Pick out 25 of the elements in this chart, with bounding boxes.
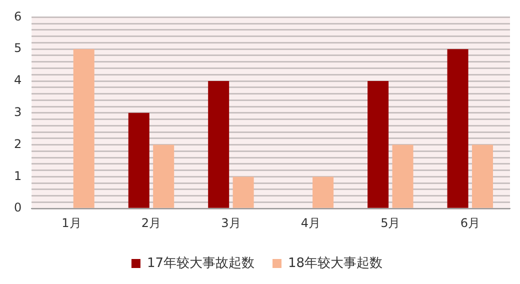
bar (472, 144, 493, 208)
x-tick-label: 4月 (300, 216, 320, 230)
x-tick-label: 5月 (380, 216, 400, 230)
y-tick-label: 6 (14, 9, 22, 24)
x-tick-label: 2月 (141, 216, 162, 230)
y-tick-label: 0 (14, 200, 22, 215)
bar (392, 144, 414, 208)
bar (312, 176, 334, 208)
bar (232, 176, 254, 208)
y-tick-label: 2 (14, 136, 22, 151)
bar (153, 144, 174, 208)
bar (447, 49, 468, 208)
bar (128, 112, 150, 208)
y-tick-label: 4 (14, 73, 22, 88)
bar (73, 49, 94, 208)
bar (368, 81, 389, 208)
legend-label: 18年较大事起数 (288, 256, 383, 271)
x-tick-label: 1月 (62, 216, 82, 230)
bar (208, 81, 230, 208)
legend-label: 17年较大事故起数 (146, 256, 255, 271)
y-tick-label: 3 (14, 105, 22, 120)
x-tick-label: 3月 (221, 216, 241, 230)
y-tick-label: 5 (14, 41, 22, 56)
y-tick-label: 1 (14, 168, 22, 183)
x-tick-label: 6月 (460, 216, 480, 230)
